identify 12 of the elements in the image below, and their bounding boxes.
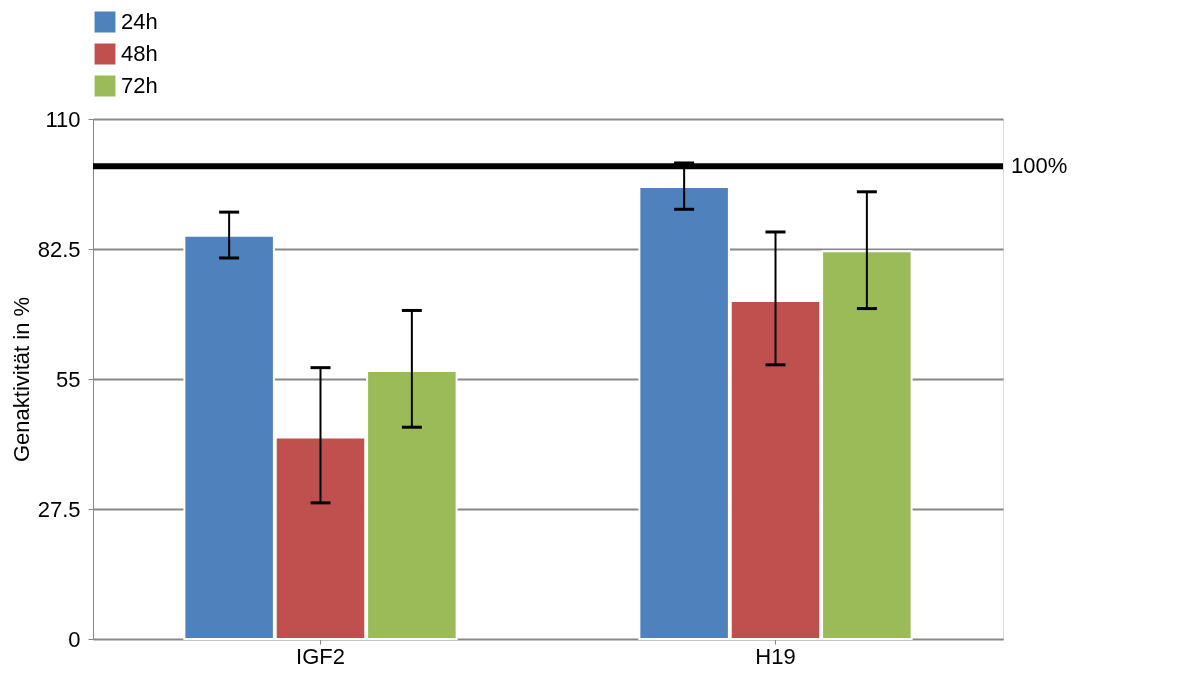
y-tick-label: 27.5 xyxy=(37,496,81,522)
y-axis-title: Genaktivität in % xyxy=(8,296,34,463)
y-tick-label: 110 xyxy=(45,106,81,132)
y-tick-label: 82.5 xyxy=(37,236,81,262)
ref-line-label: 100% xyxy=(1011,153,1068,179)
legend-label: 48h xyxy=(121,41,158,66)
x-tick-label: IGF2 xyxy=(296,643,345,669)
x-tick-label: H19 xyxy=(755,643,796,669)
legend-label: 24h xyxy=(121,9,158,34)
y-tick-label: 55 xyxy=(56,366,81,392)
y-tick-label: 0 xyxy=(68,626,81,652)
legend-label: 72h xyxy=(121,73,158,98)
